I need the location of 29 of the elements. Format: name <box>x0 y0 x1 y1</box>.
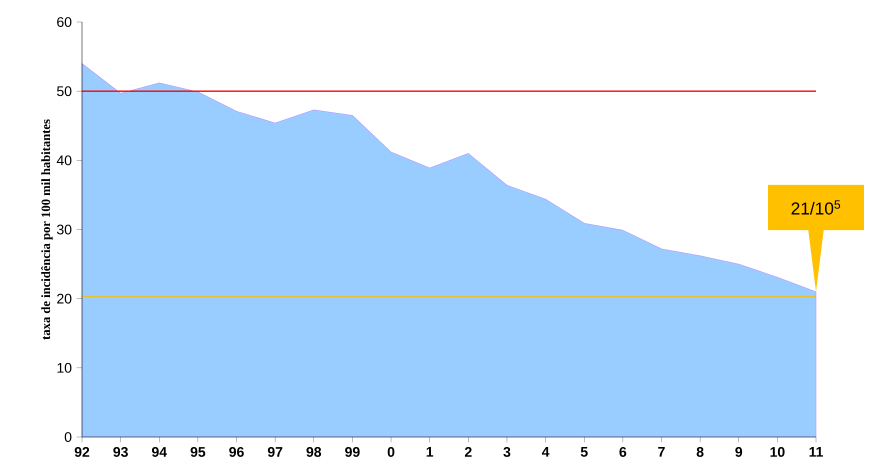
x-tick-label: 97 <box>268 447 282 457</box>
x-tick-label: 3 <box>503 447 510 457</box>
x-tick-label: 98 <box>306 447 322 457</box>
x-tick-label: 5 <box>580 447 588 457</box>
y-tick-label: 30 <box>56 224 72 234</box>
x-tick-label: 2 <box>464 447 472 457</box>
y-axis-title: taxa de incidência por 100 mil habitantes <box>41 119 53 340</box>
y-tick-label: 20 <box>57 294 72 304</box>
y-tick-label: 50 <box>57 86 72 96</box>
x-tick-label: 99 <box>345 447 360 457</box>
x-tick-label: 93 <box>113 447 128 457</box>
y-tick-label: 10 <box>58 362 72 373</box>
x-tick-label: 8 <box>696 447 704 457</box>
x-tick-label: 94 <box>152 447 167 457</box>
x-tick-label: 10 <box>770 447 785 457</box>
x-tick-label: 1 <box>426 447 434 457</box>
x-tick-label: 95 <box>190 447 206 457</box>
y-tick-label: 60 <box>57 17 72 27</box>
x-tick-label: 96 <box>229 447 244 457</box>
annotation: 21/10$^{5}$ <box>792 200 840 215</box>
x-tick-label: 7 <box>658 447 665 457</box>
x-tick-label: 4 <box>542 447 550 457</box>
x-tick-label: 6 <box>619 447 626 457</box>
y-tick-label: 40 <box>56 155 72 166</box>
y-tick-label: 0 <box>64 432 72 442</box>
x-tick-label: 11 <box>810 447 823 457</box>
x-tick-label: 92 <box>74 447 90 457</box>
x-tick-label: 9 <box>735 447 742 457</box>
x-tick-label: 0 <box>388 447 394 457</box>
